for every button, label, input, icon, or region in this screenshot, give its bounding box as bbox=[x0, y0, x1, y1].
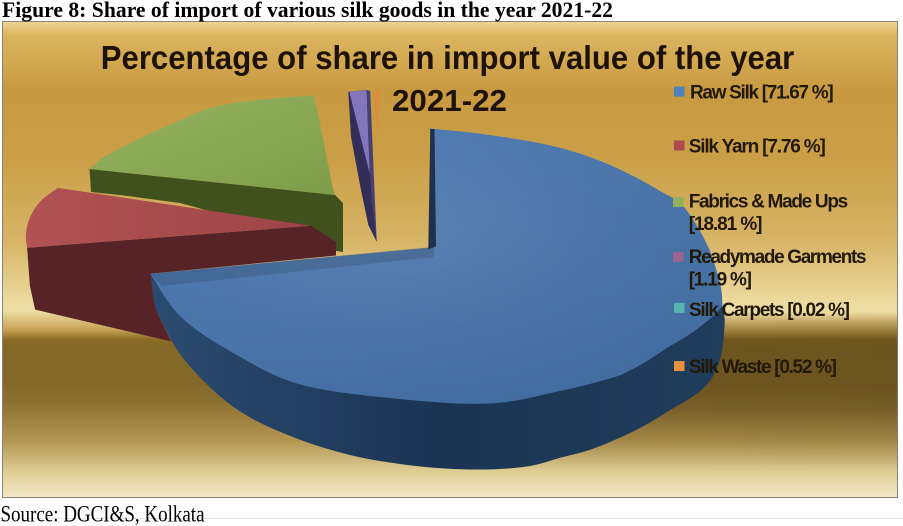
svg-text:Silk Yarn [7.76 %]: Silk Yarn [7.76 %] bbox=[689, 136, 826, 157]
svg-text:Raw Silk [71.67 %]: Raw Silk [71.67 %] bbox=[690, 83, 834, 104]
svg-text:[18.81 %]: [18.81 %] bbox=[689, 214, 763, 235]
svg-text:Silk Waste [0.52 %]: Silk Waste [0.52 %] bbox=[689, 357, 837, 378]
svg-text:2021-22: 2021-22 bbox=[392, 83, 507, 118]
svg-text:Source: DGCI&S, Kolkata: Source: DGCI&S, Kolkata bbox=[1, 501, 205, 526]
svg-text:Fabrics & Made Ups: Fabrics & Made Ups bbox=[689, 191, 849, 212]
svg-text:Readymade Garments: Readymade Garments bbox=[689, 247, 867, 268]
svg-text:Figure 8: Share of import of v: Figure 8: Share of import of various sil… bbox=[2, 0, 613, 22]
svg-text:Percentage of share in import: Percentage of share in import value of t… bbox=[101, 40, 795, 77]
svg-text:Silk Carpets [0.02 %]: Silk Carpets [0.02 %] bbox=[689, 300, 850, 321]
svg-text:[1.19 %]: [1.19 %] bbox=[689, 269, 752, 290]
